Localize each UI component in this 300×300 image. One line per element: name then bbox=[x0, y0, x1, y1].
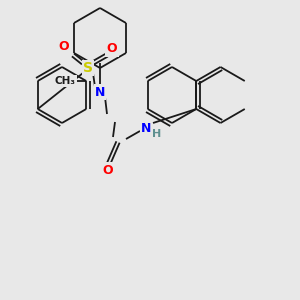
Text: S: S bbox=[83, 61, 93, 75]
Text: O: O bbox=[103, 164, 113, 176]
Text: N: N bbox=[141, 122, 151, 134]
Text: O: O bbox=[59, 40, 69, 53]
Text: CH₃: CH₃ bbox=[55, 76, 76, 86]
Text: H: H bbox=[152, 129, 162, 139]
Text: O: O bbox=[107, 43, 117, 56]
Text: N: N bbox=[95, 85, 105, 98]
